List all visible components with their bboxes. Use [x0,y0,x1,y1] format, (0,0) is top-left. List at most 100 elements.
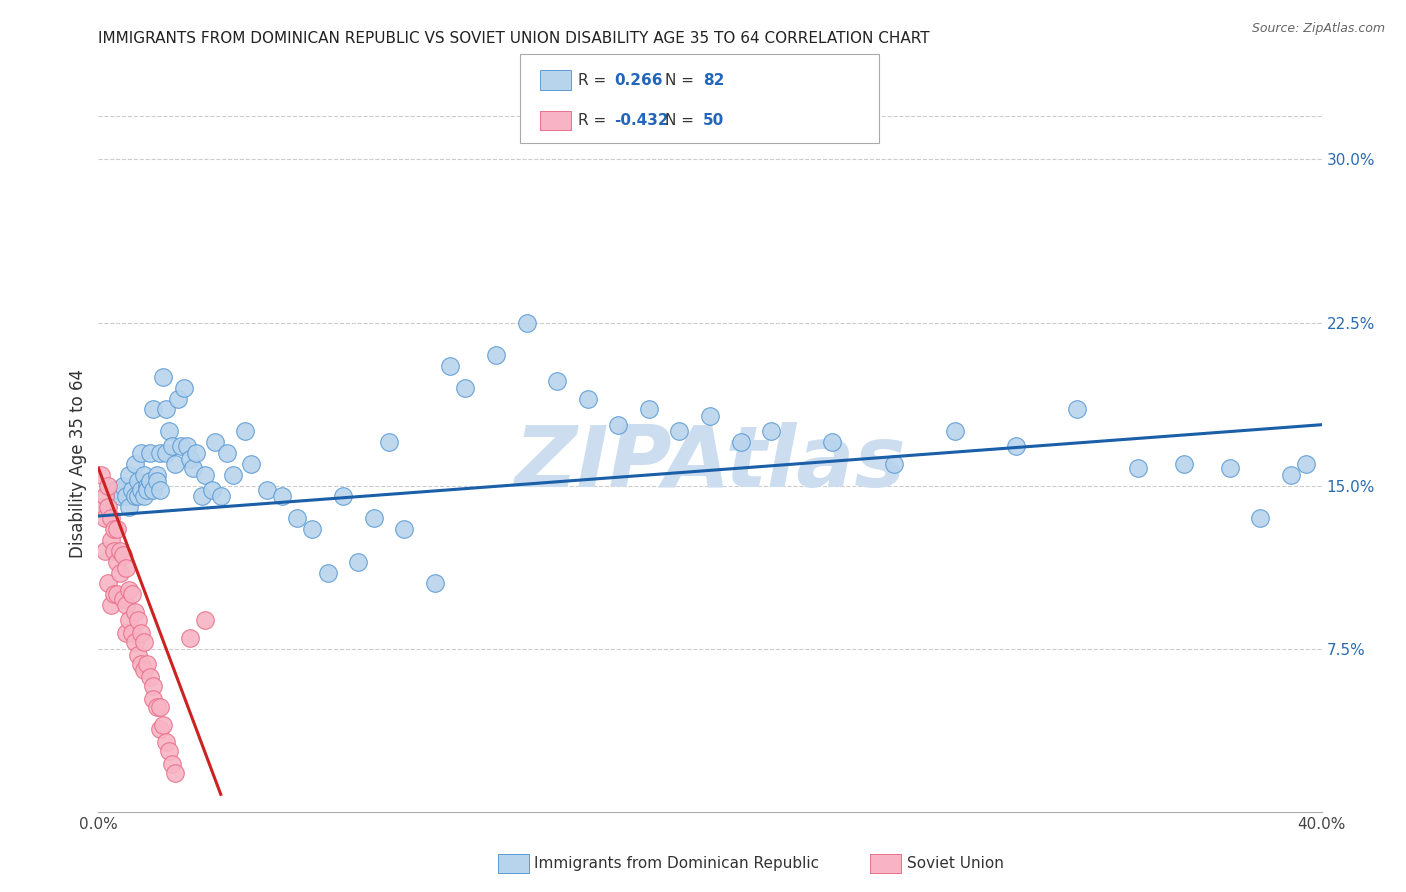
Point [145,700,167,714]
Point [363,511,385,525]
Text: R =: R = [578,113,606,128]
Point [821,435,844,450]
Point [136,478,159,492]
Point [129,446,152,460]
Point [194,614,217,628]
Point [127,475,149,489]
Point [115,598,138,612]
Point [136,483,159,497]
Point [163,765,186,780]
Point [155,735,177,749]
Point [105,587,128,601]
Point [121,587,143,601]
Point [155,402,177,417]
Text: Immigrants from Dominican Republic: Immigrants from Dominican Republic [534,856,820,871]
Point [215,446,238,460]
Point [179,631,201,645]
Text: Soviet Union: Soviet Union [907,856,1004,871]
Point [134,490,156,504]
Point [240,457,263,471]
Point [1219,461,1241,475]
Point [124,635,146,649]
Point [134,664,156,678]
Point [516,316,538,330]
Point [1249,511,1271,525]
Point [576,392,599,406]
Point [90,500,112,515]
Point [1004,440,1026,454]
Point [1066,402,1088,417]
Point [730,435,752,450]
Point [347,555,370,569]
Point [118,500,141,515]
Point [173,381,195,395]
Point [637,402,661,417]
Point [115,626,138,640]
Text: 50: 50 [703,113,724,128]
Point [127,648,149,662]
Text: Source: ZipAtlas.com: Source: ZipAtlas.com [1251,22,1385,36]
Point [100,511,122,525]
Point [118,614,141,628]
Point [134,635,156,649]
Point [111,478,134,492]
Point [454,381,477,395]
Point [105,555,128,569]
Text: IMMIGRANTS FROM DOMINICAN REPUBLIC VS SOVIET UNION DISABILITY AGE 35 TO 64 CORRE: IMMIGRANTS FROM DOMINICAN REPUBLIC VS SO… [98,31,929,46]
Text: -0.432: -0.432 [614,113,669,128]
Point [93,544,115,558]
Point [129,626,152,640]
Point [97,576,120,591]
Point [152,717,174,731]
Point [186,446,208,460]
Point [145,475,167,489]
Point [485,348,508,362]
Point [1279,467,1302,482]
Point [142,691,165,706]
Point [127,490,149,504]
Point [139,670,162,684]
Point [127,614,149,628]
Point [301,522,323,536]
Point [233,424,256,438]
Point [546,374,568,388]
Point [93,511,115,525]
Point [129,657,152,671]
Text: N =: N = [665,73,695,87]
Point [136,657,159,671]
Text: N =: N = [665,113,695,128]
Point [176,440,198,454]
Point [103,587,125,601]
Point [179,452,201,467]
Point [152,369,174,384]
Point [194,467,217,482]
Point [668,424,690,438]
Point [118,467,141,482]
Point [111,548,134,562]
Point [1295,457,1317,471]
Point [699,409,721,423]
Point [759,424,782,438]
Point [103,483,125,497]
Point [222,467,245,482]
Point [103,522,125,536]
Point [149,722,172,736]
Point [142,402,165,417]
Point [167,392,190,406]
Point [134,467,156,482]
Point [97,478,120,492]
Point [316,566,339,580]
Point [124,605,146,619]
Point [209,490,232,504]
Point [149,700,172,714]
Point [163,457,186,471]
Point [139,475,162,489]
Point [100,533,122,547]
Point [200,483,222,497]
Point [108,544,131,558]
Point [100,598,122,612]
Point [149,483,172,497]
Point [111,591,134,606]
Point [155,446,177,460]
Point [142,679,165,693]
